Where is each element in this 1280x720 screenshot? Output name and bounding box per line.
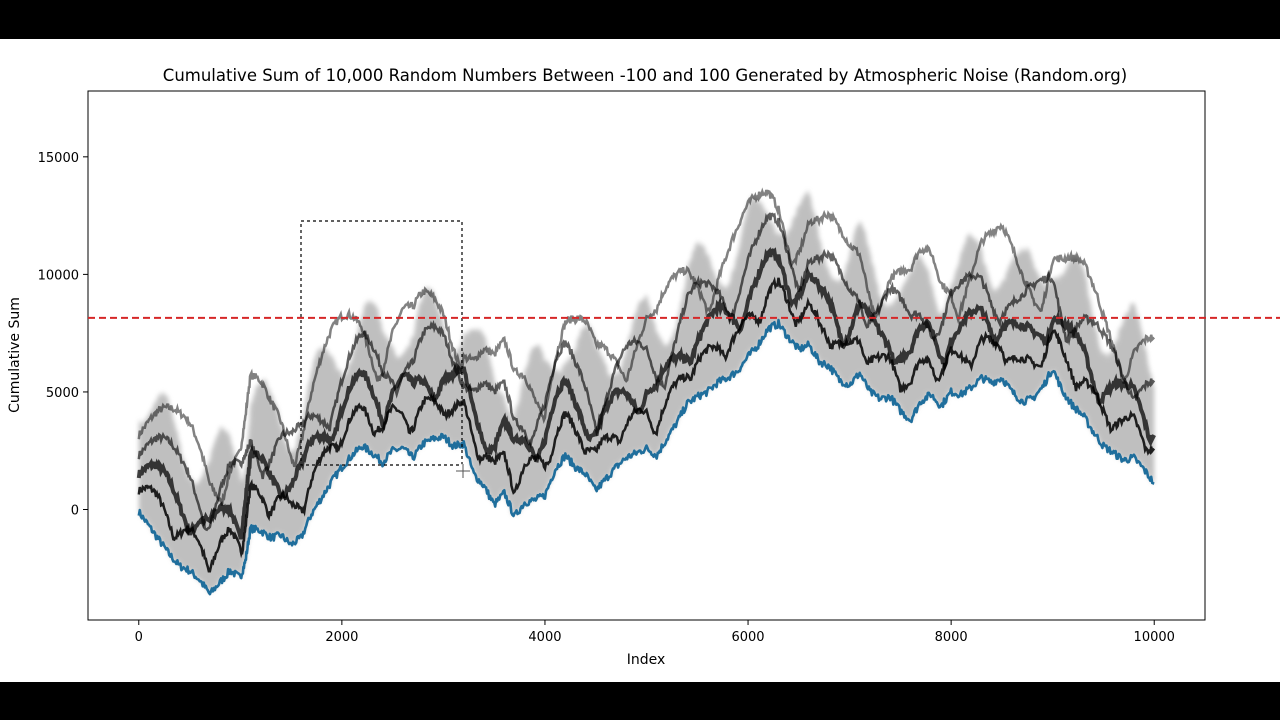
crosshair-cursor-icon bbox=[456, 464, 470, 478]
axes: 0 2000 4000 6000 8000 10000 0 5000 10000 15000 bbox=[38, 90, 1206, 645]
y-tick-label: 15000 bbox=[38, 151, 79, 166]
y-tick-label: 0 bbox=[71, 503, 79, 518]
figure-canvas: Cumulative Sum of 10,000 Random Numbers … bbox=[0, 39, 1280, 682]
series-line bbox=[137, 318, 1155, 596]
y-tick-label: 5000 bbox=[46, 386, 79, 401]
x-tick-label: 10000 bbox=[1134, 630, 1175, 645]
x-tick-label: 2000 bbox=[325, 630, 358, 645]
x-tick-label: 6000 bbox=[731, 630, 764, 645]
trail-line-4 bbox=[137, 187, 1156, 506]
letterbox-bottom bbox=[0, 682, 1280, 720]
y-tick-label: 10000 bbox=[38, 268, 79, 283]
zoom-selection-box[interactable] bbox=[300, 220, 463, 466]
chart: Cumulative Sum of 10,000 Random Numbers … bbox=[7, 66, 1280, 668]
series-group bbox=[137, 318, 1155, 596]
x-tick-label: 0 bbox=[135, 630, 143, 645]
trail-line-3 bbox=[137, 211, 1156, 532]
trail-shadow-group bbox=[136, 187, 1156, 595]
x-axis-label: Index bbox=[627, 652, 666, 668]
y-axis-label: Cumulative Sum bbox=[7, 297, 23, 413]
chart-title: Cumulative Sum of 10,000 Random Numbers … bbox=[163, 66, 1127, 85]
x-tick-label: 8000 bbox=[935, 630, 968, 645]
plot-frame bbox=[87, 90, 1206, 621]
letterbox-top bbox=[0, 0, 1280, 39]
trail-line-2 bbox=[136, 247, 1156, 540]
x-tick-label: 4000 bbox=[528, 630, 561, 645]
